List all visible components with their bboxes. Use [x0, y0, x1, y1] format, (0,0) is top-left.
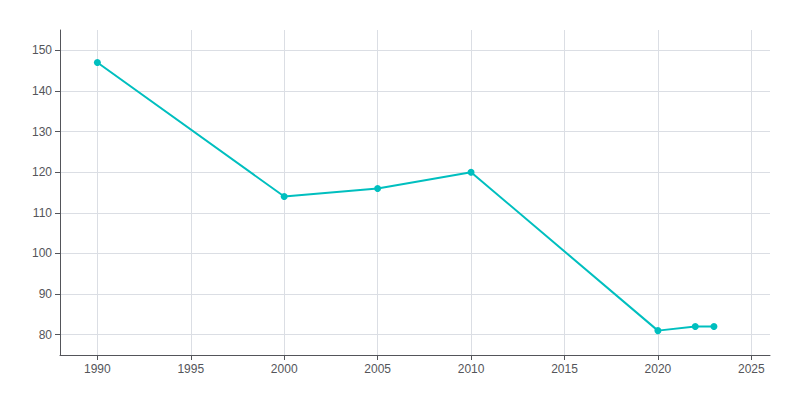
svg-text:2005: 2005 [364, 362, 391, 376]
svg-text:2025: 2025 [738, 362, 765, 376]
svg-text:150: 150 [32, 43, 52, 57]
svg-text:2000: 2000 [271, 362, 298, 376]
svg-text:80: 80 [39, 328, 53, 342]
svg-text:90: 90 [39, 287, 53, 301]
svg-text:2010: 2010 [458, 362, 485, 376]
svg-text:2015: 2015 [551, 362, 578, 376]
svg-text:1995: 1995 [177, 362, 204, 376]
svg-text:2020: 2020 [645, 362, 672, 376]
svg-text:120: 120 [32, 165, 52, 179]
svg-text:130: 130 [32, 125, 52, 139]
svg-text:110: 110 [33, 206, 52, 220]
svg-text:100: 100 [32, 246, 52, 260]
svg-text:140: 140 [32, 84, 52, 98]
svg-text:1990: 1990 [84, 362, 111, 376]
